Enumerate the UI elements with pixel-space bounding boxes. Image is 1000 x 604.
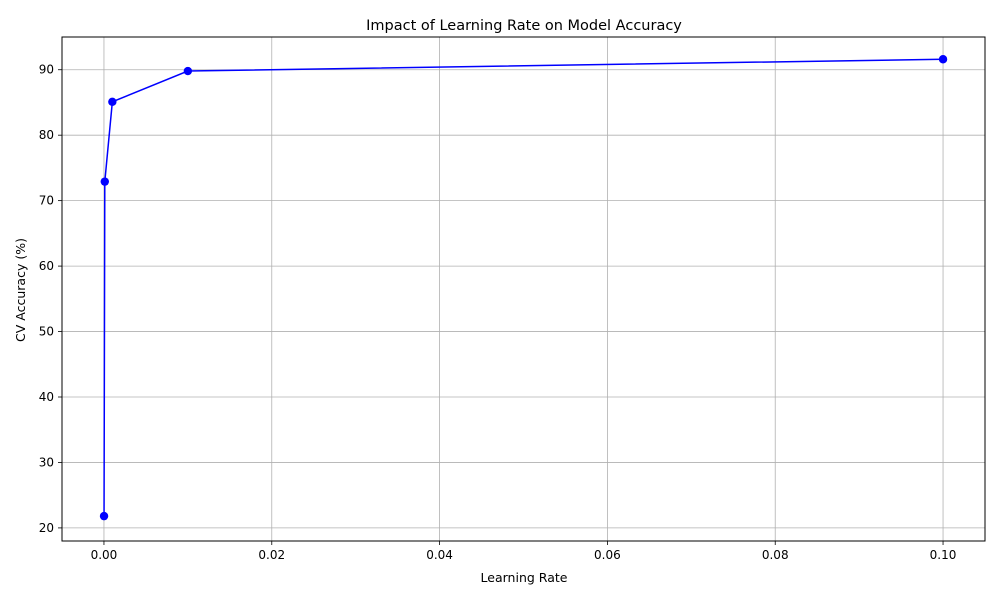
x-axis-label: Learning Rate — [481, 570, 568, 585]
y-tick-label: 20 — [39, 521, 54, 535]
data-point — [183, 66, 193, 76]
chart-title: Impact of Learning Rate on Model Accurac… — [366, 18, 682, 34]
x-tick-label: 0.04 — [426, 548, 453, 562]
x-tick-label: 0.10 — [930, 548, 957, 562]
y-tick-label: 50 — [39, 325, 54, 339]
y-tick-label: 30 — [39, 455, 54, 469]
grid-lines — [62, 37, 985, 541]
y-tick-label: 80 — [39, 128, 54, 142]
y-tick-label: 70 — [39, 194, 54, 208]
y-tick-label: 60 — [39, 259, 54, 273]
x-tick-label: 0.06 — [594, 548, 621, 562]
plot-area-frame — [61, 36, 986, 542]
y-axis-ticks: 20 30 40 50 60 70 80 90 — [39, 63, 62, 535]
data-point — [99, 511, 109, 521]
data-point — [108, 97, 117, 107]
x-tick-label: 0.02 — [258, 548, 285, 562]
data-point — [938, 55, 948, 64]
x-axis-ticks: 0.00 0.02 0.04 0.06 0.08 0.10 — [91, 541, 957, 562]
y-axis-label: CV Accuracy (%) — [13, 238, 28, 342]
x-tick-label: 0.00 — [91, 548, 118, 562]
series-layer — [99, 55, 948, 521]
x-tick-label: 0.08 — [762, 548, 789, 562]
y-tick-label: 40 — [39, 390, 54, 404]
data-point — [100, 177, 109, 186]
y-tick-label: 90 — [39, 63, 54, 77]
